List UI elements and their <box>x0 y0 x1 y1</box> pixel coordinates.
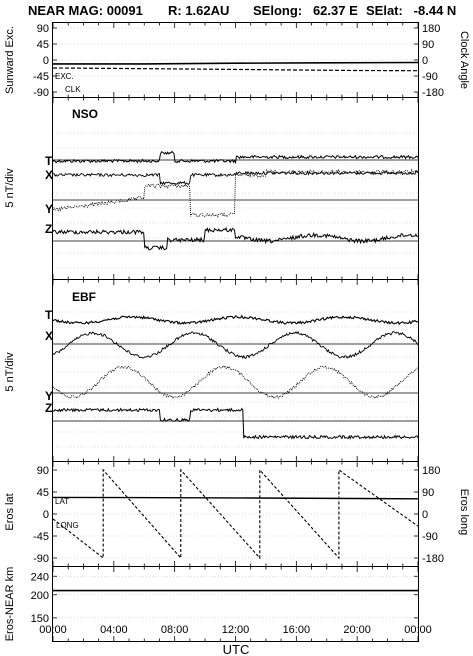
ebf-z-trace <box>53 407 419 440</box>
x-tick-label: 00:00 <box>39 624 67 636</box>
eros-lat-ytick-label: 90 <box>37 465 49 477</box>
ebf-t-label: T <box>45 308 53 322</box>
x-tick-label: 08:00 <box>161 624 189 636</box>
eros-lat-ytick-label: -90 <box>33 553 49 565</box>
eros-near-ytick-label: 240 <box>31 571 49 583</box>
x-tick-label: 04:00 <box>100 624 128 636</box>
ebf-y-label: Y <box>45 389 53 403</box>
clk-annotation: CLK <box>65 85 81 94</box>
nso-z-trace <box>52 226 419 251</box>
ebf-x-label: X <box>45 329 53 343</box>
x-tick-label: 20:00 <box>343 624 371 636</box>
nso-t-label: T <box>45 154 53 168</box>
x-tick-label: 16:00 <box>283 624 311 636</box>
header-selong: SElong: 62.37 E <box>253 3 358 18</box>
panel-frame-eros-near <box>52 566 419 642</box>
eros-long-ytick-label: -90 <box>422 531 438 543</box>
nso-title: NSO <box>72 107 98 121</box>
ebf-ylabel: 5 nT/div <box>4 352 16 392</box>
header-mission: NEAR MAG: 00091 <box>28 3 143 18</box>
eros-lat-ytick-label: 0 <box>43 509 49 521</box>
clock-angle-ytick-label: -180 <box>422 87 444 99</box>
clock-angle-ytick-label: -90 <box>422 71 438 83</box>
x-axis-label: UTC <box>223 642 250 656</box>
header-distance: R: 1.62AU <box>168 3 229 18</box>
header-selat: SElat: -8.44 N <box>366 3 456 18</box>
x-tick-label: 12:00 <box>222 624 250 636</box>
panel-frame-nso <box>52 97 419 280</box>
clock-angle-ytick-label: 0 <box>422 55 428 67</box>
clock-angle-line <box>52 67 419 72</box>
eros-lat-ytick-label: 45 <box>37 487 49 499</box>
ebf-x-trace <box>52 330 419 360</box>
sunward-ytick-label: -90 <box>33 87 49 99</box>
eros-long-line <box>52 468 419 560</box>
nso-x-trace <box>52 170 419 186</box>
sunward-ytick-label: 0 <box>43 55 49 67</box>
sunward-exc-line <box>53 61 419 65</box>
eros-long-ytick-label: 180 <box>422 465 440 477</box>
sunward-ytick-label: 45 <box>37 39 49 51</box>
ebf-y-trace <box>52 364 419 400</box>
sunward-ytick-label: -45 <box>33 71 49 83</box>
eros-near-ylabel: Eros-NEAR km <box>4 567 16 642</box>
eros-long-ytick-label: 0 <box>422 509 428 521</box>
ebf-title: EBF <box>72 290 96 304</box>
eros-long-ytick-label: -180 <box>422 553 444 565</box>
x-tick-label: 00:00 <box>404 624 432 636</box>
eros-long-ylabel: Eros long <box>458 489 470 535</box>
ebf-t-trace <box>52 314 419 326</box>
lat-annotation: LAT <box>55 497 69 506</box>
nso-ylabel: 5 nT/div <box>4 168 16 208</box>
exc-annotation: EXC. <box>55 72 74 81</box>
eros-near-ytick-label: 200 <box>31 590 49 602</box>
nso-t-trace <box>52 150 419 165</box>
clock-angle-ylabel: Clock Angle <box>458 31 470 89</box>
sunward-ylabel: Sunward Exc. <box>4 26 16 94</box>
long-annotation: LONG <box>56 521 79 530</box>
nso-y-trace <box>52 168 419 218</box>
eros-lat-line <box>52 496 419 500</box>
eros-near-ytick-label: 150 <box>31 613 49 625</box>
nso-y-label: Y <box>45 202 53 216</box>
ebf-z-label: Z <box>45 401 52 415</box>
eros-lat-ytick-label: -45 <box>33 531 49 543</box>
sunward-ytick-label: 90 <box>37 23 49 35</box>
eros-lat-ylabel: Eros lat <box>4 493 16 530</box>
clock-angle-ytick-label: 180 <box>422 23 440 35</box>
nso-z-label: Z <box>45 222 52 236</box>
clock-angle-ytick-label: 90 <box>422 39 434 51</box>
eros-long-ytick-label: 90 <box>422 487 434 499</box>
nso-x-label: X <box>45 168 53 182</box>
